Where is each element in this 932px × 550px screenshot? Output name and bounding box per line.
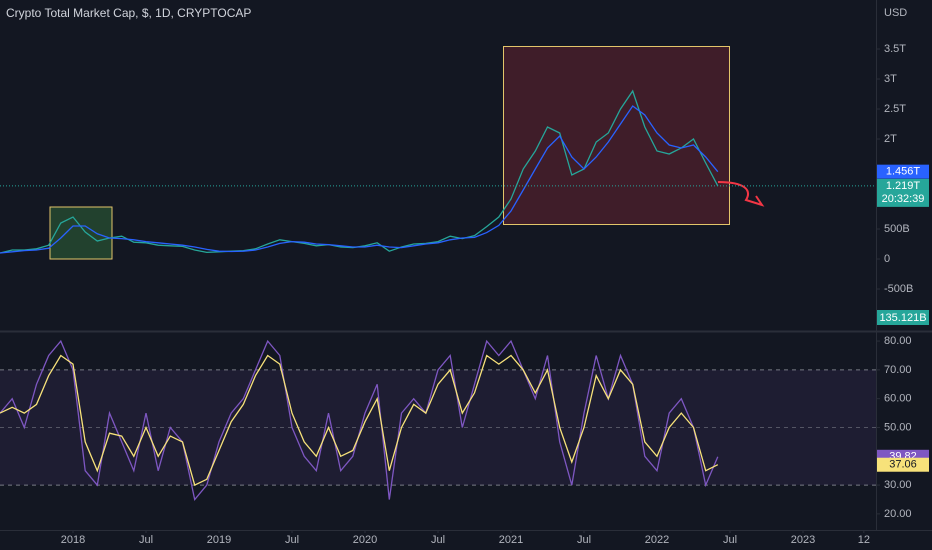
y-tick-label: -500B — [884, 283, 913, 295]
series-line — [0, 354, 719, 487]
y-tick-label: 60.00 — [884, 393, 912, 405]
y-tick-label: 0 — [884, 253, 890, 265]
y-tick-label: 500B — [884, 223, 910, 235]
series-line — [0, 105, 719, 254]
highlight-box — [503, 46, 730, 225]
price-tag — [877, 178, 929, 207]
y-tick-label: 3T — [884, 73, 897, 85]
x-tick-label: Jul — [577, 534, 591, 546]
x-tick-label: 2023 — [791, 534, 815, 546]
x-tick-label: 12 — [858, 534, 870, 546]
x-tick-label: Jul — [139, 534, 153, 546]
price-tag — [877, 457, 929, 472]
x-tick-label: Jul — [431, 534, 445, 546]
y-tick-label: 30.00 — [884, 479, 912, 491]
y-tick-label: 80.00 — [884, 335, 912, 347]
currency-label: USD — [884, 7, 907, 19]
x-tick-label: 2021 — [499, 534, 523, 546]
y-tick-label: 50.00 — [884, 421, 912, 433]
x-tick-label: 2020 — [353, 534, 377, 546]
volume-tag-label: 135.121B — [879, 312, 926, 324]
y-tick-label: 3.5T — [884, 43, 906, 55]
x-tick-label: 2019 — [207, 534, 231, 546]
y-tick-label: 2.5T — [884, 103, 906, 115]
x-tick-label: 2022 — [645, 534, 669, 546]
x-tick-label: Jul — [723, 534, 737, 546]
price-tag — [877, 164, 929, 179]
arrow — [717, 181, 765, 207]
chart-title: Crypto Total Market Cap, $, 1D, CRYPTOCA… — [6, 6, 251, 20]
y-tick-label: 2T — [884, 133, 897, 145]
price-tag-label: 1.456T — [886, 166, 921, 178]
volume-tag — [877, 310, 929, 325]
countdown-label: 20:32:39 — [882, 193, 925, 205]
x-tick-label: 2018 — [61, 534, 85, 546]
highlight-box — [49, 206, 113, 260]
x-tick-label: Jul — [285, 534, 299, 546]
price-tag-label: 1.219T — [886, 180, 921, 192]
y-tick-label: 70.00 — [884, 364, 912, 376]
price-tag-label: 37.06 — [889, 459, 917, 471]
y-tick-label: 20.00 — [884, 508, 912, 520]
